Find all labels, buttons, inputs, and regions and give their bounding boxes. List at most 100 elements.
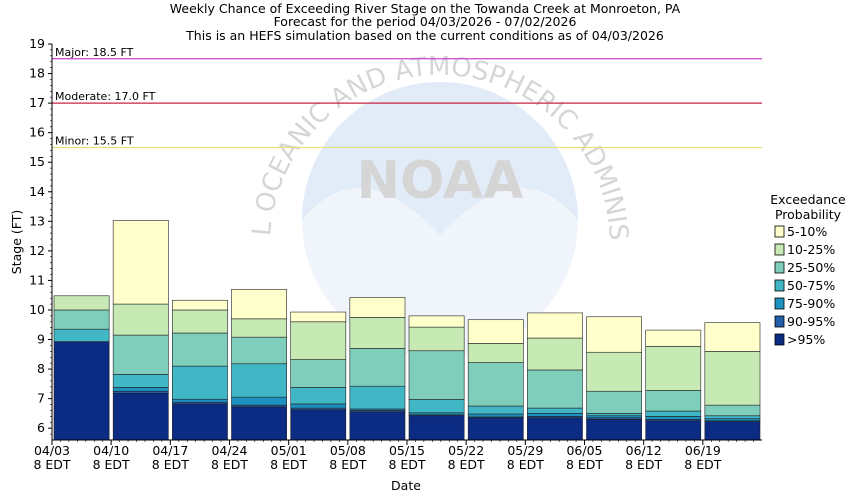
chart-title-line-1: Weekly Chance of Exceeding River Stage o… bbox=[170, 1, 681, 16]
bar-segment bbox=[53, 328, 110, 342]
bar-segment bbox=[645, 346, 702, 391]
chart-title: Weekly Chance of Exceeding River Stage o… bbox=[170, 1, 681, 43]
bar-segment bbox=[408, 315, 465, 328]
bar-segment bbox=[112, 303, 169, 336]
noaa-watermark-text: NOAA bbox=[357, 151, 524, 211]
bar-segment bbox=[290, 311, 347, 323]
bar-segment bbox=[704, 418, 761, 422]
legend: Exceedance Probability 5-10% 10-25% 25-50%… bbox=[770, 192, 846, 347]
bar-segment bbox=[527, 337, 583, 371]
legend-swatch bbox=[774, 225, 785, 238]
bar-segment bbox=[586, 390, 642, 414]
y-tick-label: 17 bbox=[29, 95, 45, 110]
bar-segment bbox=[290, 359, 347, 388]
legend-swatch bbox=[774, 297, 785, 310]
bar-segment bbox=[527, 413, 583, 417]
x-tick-sublabel: 8 EDT bbox=[507, 457, 544, 472]
bar-segment bbox=[586, 415, 642, 419]
week-bar-group bbox=[645, 329, 702, 441]
bar-segment bbox=[586, 419, 642, 441]
x-tick-sublabel: 8 EDT bbox=[388, 457, 425, 472]
y-tick-label: 16 bbox=[29, 125, 45, 140]
week-bar-group bbox=[704, 322, 761, 441]
bar-segment bbox=[704, 415, 761, 420]
bar-segment bbox=[408, 399, 465, 414]
x-tick-label: 05/01 bbox=[271, 443, 307, 458]
legend-label: 75-90% bbox=[787, 296, 835, 311]
legend-swatch bbox=[774, 315, 785, 328]
bar-segment bbox=[467, 405, 524, 415]
bar-segment bbox=[112, 387, 169, 392]
bar-segment bbox=[290, 409, 347, 441]
x-tick-sublabel: 8 EDT bbox=[684, 457, 721, 472]
legend-swatch bbox=[774, 261, 785, 274]
legend-swatch bbox=[774, 243, 785, 256]
bar-segment bbox=[172, 365, 228, 400]
bar-segment bbox=[408, 326, 465, 352]
y-tick-label: 10 bbox=[29, 302, 45, 317]
week-bar-group bbox=[586, 316, 642, 441]
bar-segment bbox=[290, 387, 347, 405]
x-tick-label: 04/10 bbox=[93, 443, 129, 458]
bar-segment bbox=[704, 322, 761, 352]
week-bar-group bbox=[53, 295, 110, 441]
bar-segment bbox=[231, 288, 287, 320]
bar-segment bbox=[172, 299, 228, 311]
threshold-label: Major: 18.5 FT bbox=[55, 46, 134, 59]
bar-segment bbox=[172, 309, 228, 334]
bar-segment bbox=[172, 398, 228, 403]
bar-segment bbox=[349, 348, 406, 387]
legend-label: 5-10% bbox=[787, 224, 827, 239]
x-tick-label: 04/03 bbox=[34, 443, 70, 458]
bar-segment bbox=[231, 318, 287, 338]
bar-segment bbox=[53, 341, 110, 441]
y-tick-label: 18 bbox=[29, 66, 45, 81]
legend-swatch bbox=[774, 333, 785, 346]
week-bar-group bbox=[172, 299, 228, 441]
legend-swatch bbox=[774, 279, 785, 292]
bar-segment bbox=[467, 413, 524, 418]
x-tick-sublabel: 8 EDT bbox=[625, 457, 662, 472]
x-tick-label: 06/12 bbox=[626, 443, 662, 458]
bar-segment bbox=[112, 393, 169, 441]
bar-segment bbox=[704, 421, 761, 441]
y-tick-label: 7 bbox=[37, 391, 45, 406]
y-axis-label: Stage (FT) bbox=[9, 210, 24, 274]
bar-segment bbox=[527, 417, 583, 441]
week-bar-group bbox=[112, 220, 169, 441]
legend-label: >95% bbox=[787, 332, 825, 347]
bar-segment bbox=[645, 410, 702, 417]
week-bar-group bbox=[290, 311, 347, 441]
bar-segment bbox=[467, 343, 524, 363]
y-tick-label: 13 bbox=[29, 213, 45, 228]
y-tick-label: 9 bbox=[37, 332, 45, 347]
bar-segment bbox=[112, 390, 169, 394]
y-tick-label: 6 bbox=[37, 420, 45, 435]
legend-label: 10-25% bbox=[787, 242, 835, 257]
bar-segment bbox=[408, 415, 465, 441]
x-tick-label: 06/19 bbox=[685, 443, 721, 458]
x-tick-sublabel: 8 EDT bbox=[33, 457, 70, 472]
bar-segment bbox=[231, 336, 287, 365]
y-tick-label: 19 bbox=[29, 36, 45, 51]
x-tick-sublabel: 8 EDT bbox=[152, 457, 189, 472]
bar-segment bbox=[53, 295, 110, 311]
week-bar-group bbox=[408, 315, 465, 441]
bar-segment bbox=[231, 363, 287, 398]
x-tick-sublabel: 8 EDT bbox=[329, 457, 366, 472]
x-tick-sublabel: 8 EDT bbox=[270, 457, 307, 472]
bar-segment bbox=[112, 334, 169, 375]
bar-segment bbox=[645, 416, 702, 420]
week-bar-group bbox=[527, 312, 583, 441]
x-tick-label: 05/08 bbox=[330, 443, 366, 458]
y-tick-label: 14 bbox=[29, 184, 45, 199]
y-tick-label: 11 bbox=[29, 272, 45, 287]
chart-title-line-3: This is an HEFS simulation based on the … bbox=[185, 28, 664, 43]
x-tick-sublabel: 8 EDT bbox=[93, 457, 130, 472]
bar-segment bbox=[467, 319, 524, 344]
bar-segment bbox=[408, 350, 465, 400]
bar-segment bbox=[290, 403, 347, 409]
threshold-label: Minor: 15.5 FT bbox=[55, 134, 134, 147]
bar-segment bbox=[53, 309, 110, 330]
